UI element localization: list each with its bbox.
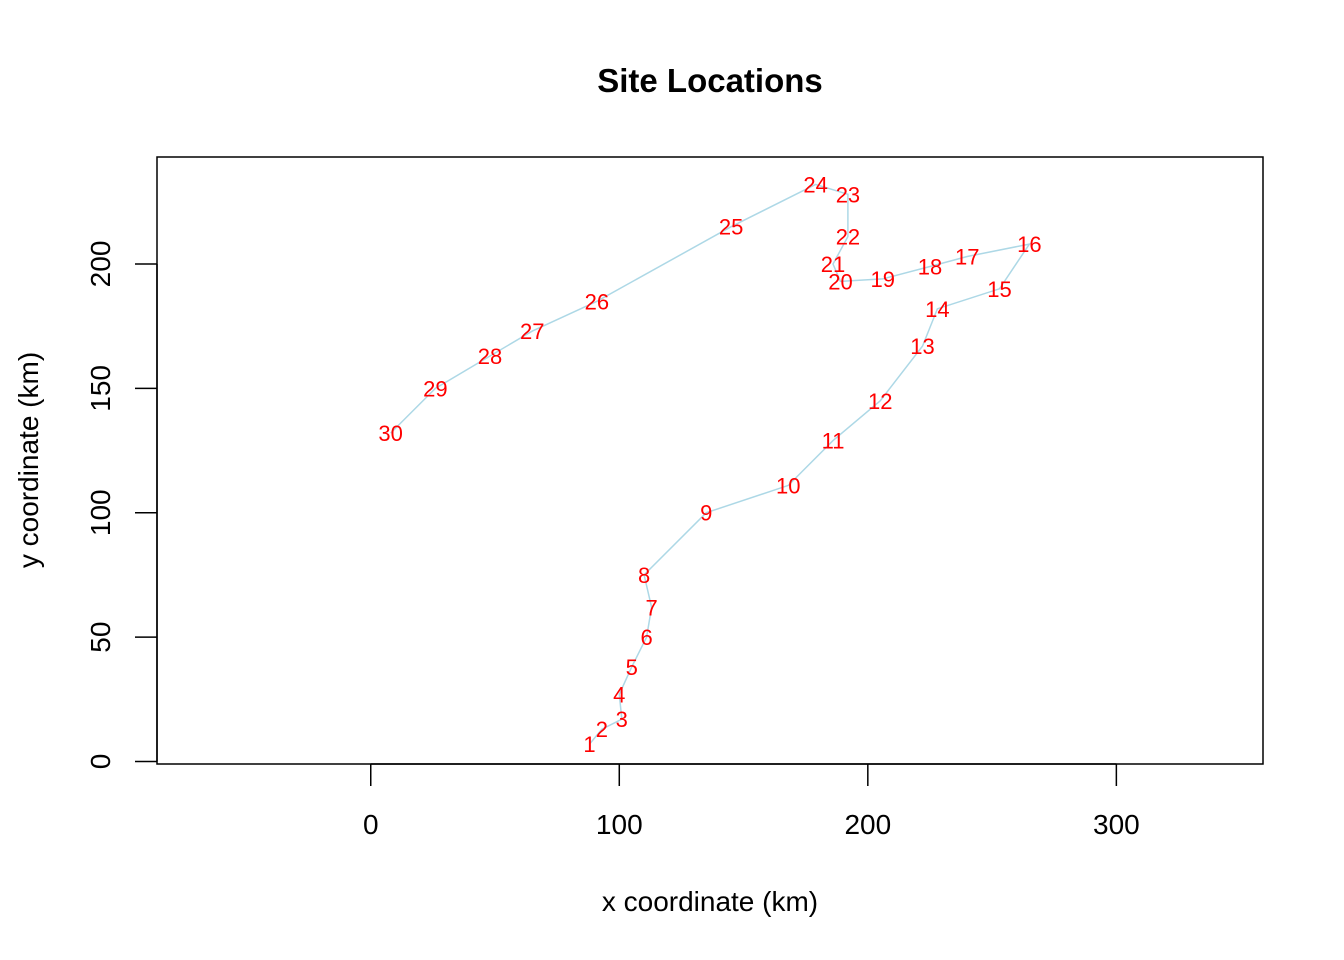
site-label: 25 [719, 215, 743, 240]
x-axis-label: x coordinate (km) [602, 886, 818, 917]
site-label: 30 [378, 421, 402, 446]
chart-title: Site Locations [597, 62, 823, 99]
site-label: 22 [836, 225, 860, 250]
site-label: 8 [638, 563, 650, 588]
site-label: 18 [918, 254, 942, 279]
site-label: 23 [836, 182, 860, 207]
site-label: 9 [700, 501, 712, 526]
y-tick-label: 150 [85, 365, 116, 412]
y-tick-label: 200 [85, 241, 116, 288]
site-label: 19 [870, 267, 894, 292]
site-label: 17 [955, 245, 979, 270]
x-tick-label: 300 [1093, 809, 1140, 840]
x-tick-label: 100 [596, 809, 643, 840]
site-path-line [390, 183, 1032, 745]
x-tick-label: 200 [844, 809, 891, 840]
y-tick-label: 0 [85, 754, 116, 770]
site-label: 13 [910, 334, 934, 359]
plot-area: 12 34567891011121314151617181920212223242… [378, 172, 1041, 757]
site-label: 20 [828, 269, 852, 294]
site-label: 14 [925, 297, 949, 322]
y-tick-label: 50 [85, 622, 116, 653]
x-axis: 0 100 200 300 [363, 763, 1140, 840]
site-label: 11 [822, 429, 845, 454]
site-label: 26 [585, 289, 609, 314]
y-axis-label: y coordinate (km) [13, 352, 44, 568]
site-label: 6 [640, 625, 652, 650]
site-label: 10 [776, 473, 800, 498]
site-label: 5 [626, 655, 638, 680]
site-label: 3 [616, 707, 628, 732]
site-label: 15 [987, 277, 1011, 302]
site-label: 27 [520, 319, 544, 344]
site-label: 24 [803, 172, 827, 197]
site-label: 21 [821, 252, 845, 277]
y-axis: 0 50 100 150 200 [85, 241, 158, 770]
x-tick-label: 0 [363, 809, 379, 840]
site-label: 1 [583, 732, 595, 757]
site-label: 16 [1017, 232, 1041, 257]
site-label: 12 [868, 389, 892, 414]
site-label: 7 [645, 595, 657, 620]
plot-frame [156, 156, 1264, 765]
site-label: 2 [596, 717, 608, 742]
site-label: 28 [478, 344, 502, 369]
site-label: 29 [423, 376, 447, 401]
site-label: 4 [613, 682, 625, 707]
y-tick-label: 100 [85, 489, 116, 536]
